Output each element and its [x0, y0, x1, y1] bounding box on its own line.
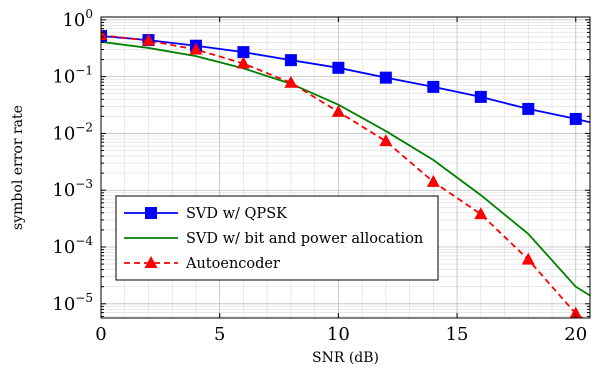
- y-tick-label: 100: [62, 7, 93, 31]
- x-tick-label: 10: [327, 324, 350, 345]
- data-point-svd-w-qpsk: [284, 54, 297, 67]
- data-point-autoencoder: [474, 207, 488, 220]
- y-tick-label: 10−5: [52, 291, 93, 315]
- legend-box: [115, 195, 439, 281]
- x-tick-labels: 0 5 10 15 20: [95, 324, 587, 345]
- x-axis-label: SNR (dB): [312, 350, 379, 366]
- x-tick-label: 20: [564, 324, 587, 345]
- legend-marker-svd-w-qpsk: [145, 207, 157, 219]
- data-point-autoencoder: [569, 306, 582, 318]
- legend: SVD w/ QPSK SVD w/ bit and power allocati…: [115, 195, 439, 281]
- data-point-autoencoder: [379, 134, 393, 147]
- y-tick-label: 10−4: [52, 234, 93, 258]
- data-point-svd-w-qpsk: [474, 90, 487, 103]
- series-line-svd-w-bit-and-power-allocation: [101, 40, 590, 297]
- legend-label-svd-w-qpsk: SVD w/ QPSK: [186, 206, 288, 222]
- data-point-svd-w-qpsk: [379, 71, 392, 84]
- x-tick-label: 0: [95, 324, 106, 345]
- legend-marker-autoencoder: [144, 256, 158, 268]
- data-point-svd-w-qpsk: [237, 46, 250, 59]
- data-point-autoencoder: [189, 42, 203, 55]
- ticks-layer: [100, 17, 590, 318]
- y-tick-label: 10−2: [52, 120, 93, 144]
- legend-label-svd-w-bit-and-power-allocation: SVD w/ bit and power allocation: [186, 231, 423, 247]
- legend-label-autoencoder: Autoencoder: [185, 256, 280, 272]
- data-point-svd-w-qpsk: [522, 102, 535, 115]
- series-layer: [101, 28, 590, 318]
- data-point-svd-w-qpsk: [569, 112, 582, 125]
- x-tick-label: 5: [214, 324, 225, 345]
- y-tick-labels: 100 10−1 10−2 10−3 10−4 10−5: [52, 7, 93, 315]
- series-line-svd-w-qpsk: [101, 35, 590, 124]
- data-point-svd-w-qpsk: [332, 61, 345, 74]
- data-point-svd-w-qpsk: [427, 80, 440, 93]
- data-point-autoencoder: [236, 56, 250, 69]
- data-point-autoencoder: [141, 33, 155, 46]
- data-point-autoencoder: [284, 75, 298, 88]
- y-tick-label: 10−3: [52, 177, 93, 201]
- y-axis-label: symbol error rate: [10, 105, 26, 230]
- y-tick-label: 10−1: [52, 64, 93, 88]
- plot-frame: [100, 16, 591, 319]
- series-line-autoencoder: [101, 34, 584, 318]
- x-tick-label: 15: [446, 324, 469, 345]
- data-point-autoencoder: [426, 174, 440, 187]
- data-point-autoencoder: [331, 104, 345, 117]
- data-point-autoencoder: [521, 252, 535, 265]
